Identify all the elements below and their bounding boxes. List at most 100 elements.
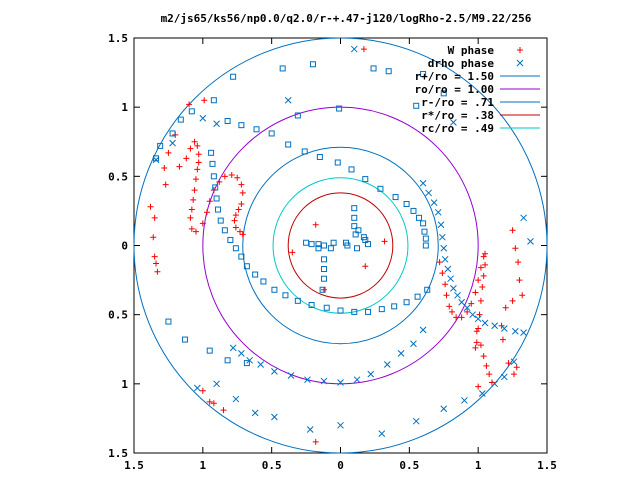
- drho-phase-point: [304, 376, 311, 384]
- drho-phase-point: [213, 380, 220, 388]
- drho-phase-square: [422, 235, 429, 242]
- w-phase-point: [187, 214, 194, 221]
- drho-phase-point: [430, 199, 438, 206]
- drho-phase-point: [337, 421, 344, 429]
- drho-phase-square: [351, 308, 358, 315]
- w-phase-point: [458, 314, 465, 321]
- drho-phase-square: [320, 256, 327, 263]
- drho-phase-square: [330, 239, 337, 246]
- drho-phase-square: [348, 166, 355, 173]
- drho-phase-square: [414, 293, 421, 300]
- y-tick-label: 0.5: [108, 309, 128, 322]
- drho-phase-point: [350, 45, 358, 53]
- w-phase-point: [232, 212, 239, 219]
- drho-phase-point: [454, 291, 461, 299]
- legend-label: drho phase: [428, 57, 495, 70]
- w-phase-point: [289, 249, 296, 256]
- y-tick-label: 1.5: [108, 447, 128, 460]
- y-tick-label: 1.5: [108, 32, 128, 45]
- w-phase-point: [195, 159, 202, 166]
- w-phase-point: [482, 250, 489, 257]
- drho-phase-point: [213, 120, 220, 128]
- series-1: [152, 45, 534, 437]
- w-phase-point: [519, 292, 526, 299]
- drho-phase-square: [392, 194, 399, 201]
- drho-phase-point: [440, 244, 448, 252]
- x-tick-label: 0: [337, 459, 344, 472]
- y-tick-label: 1: [121, 101, 128, 114]
- w-phase-point: [194, 142, 201, 149]
- drho-phase-point: [378, 430, 386, 437]
- w-phase-point: [153, 260, 160, 267]
- drho-phase-square: [213, 195, 220, 202]
- drho-phase-square: [227, 236, 234, 243]
- w-phase-point: [513, 364, 520, 371]
- drho-phase-point: [474, 315, 482, 323]
- drho-phase-square: [354, 245, 361, 252]
- drho-phase-square: [224, 357, 231, 364]
- drho-phase-square: [230, 73, 237, 80]
- legend-plus-marker: [517, 47, 523, 53]
- drho-phase-square: [422, 242, 429, 249]
- series-2: [153, 61, 447, 367]
- drho-phase-square: [268, 130, 275, 137]
- drho-phase-square: [355, 227, 362, 234]
- drho-phase-square: [391, 303, 398, 310]
- drho-phase-point: [306, 426, 314, 433]
- w-phase-point: [480, 272, 487, 279]
- w-phase-point: [464, 308, 471, 315]
- drho-phase-square: [224, 118, 231, 124]
- w-phase-point: [239, 231, 246, 238]
- x-tick-label: 0.5: [399, 459, 419, 472]
- w-phase-point: [442, 281, 449, 288]
- drho-phase-square: [157, 142, 164, 149]
- drho-phase-square: [217, 217, 224, 224]
- drho-phase-square: [165, 318, 172, 325]
- drho-phase-point: [461, 397, 468, 404]
- drho-phase-point: [450, 119, 457, 126]
- w-phase-point: [446, 303, 453, 310]
- w-phase-point: [238, 181, 245, 188]
- drho-phase-square: [294, 297, 301, 304]
- drho-phase-square: [415, 214, 422, 221]
- drho-phase-square: [370, 65, 377, 72]
- drho-phase-point: [440, 405, 448, 413]
- radius-circle-4: [272, 177, 409, 314]
- drho-phase-square: [424, 286, 431, 293]
- drho-phase-square: [320, 266, 327, 273]
- w-phase-point: [515, 259, 522, 266]
- w-phase-point: [183, 155, 190, 162]
- drho-phase-point: [232, 395, 240, 403]
- w-phase-point: [468, 300, 475, 307]
- drho-phase-square: [301, 148, 308, 155]
- w-phase-point: [449, 308, 456, 315]
- x-tick-label: 1.5: [124, 459, 144, 472]
- w-phase-point: [516, 277, 523, 284]
- w-phase-point: [186, 101, 193, 108]
- drho-phase-square: [377, 185, 384, 192]
- w-phase-point: [237, 228, 244, 235]
- drho-phase-square: [212, 184, 219, 191]
- y-tick-label: 0: [121, 240, 128, 253]
- drho-phase-square: [177, 116, 184, 123]
- drho-phase-square: [410, 207, 417, 214]
- w-phase-point: [483, 362, 490, 369]
- drho-phase-square: [294, 112, 301, 119]
- drho-phase-square: [327, 245, 334, 252]
- drho-phase-point: [257, 361, 265, 368]
- w-phase-point: [231, 217, 238, 224]
- legend-label: r*/ro = .38: [421, 109, 494, 122]
- w-phase-point: [176, 163, 183, 170]
- drho-phase-square: [413, 102, 420, 109]
- drho-phase-square: [282, 292, 289, 299]
- drho-phase-square: [320, 242, 327, 249]
- chart-title: m2/js65/ks56/np0.0/q2.0/r-+.47-j120/logR…: [161, 12, 532, 25]
- w-phase-point: [150, 234, 157, 241]
- w-phase-point: [476, 311, 483, 318]
- w-phase-point: [165, 149, 172, 156]
- drho-phase-square: [319, 286, 326, 293]
- w-phase-point: [216, 178, 223, 185]
- w-phase-point: [499, 336, 506, 343]
